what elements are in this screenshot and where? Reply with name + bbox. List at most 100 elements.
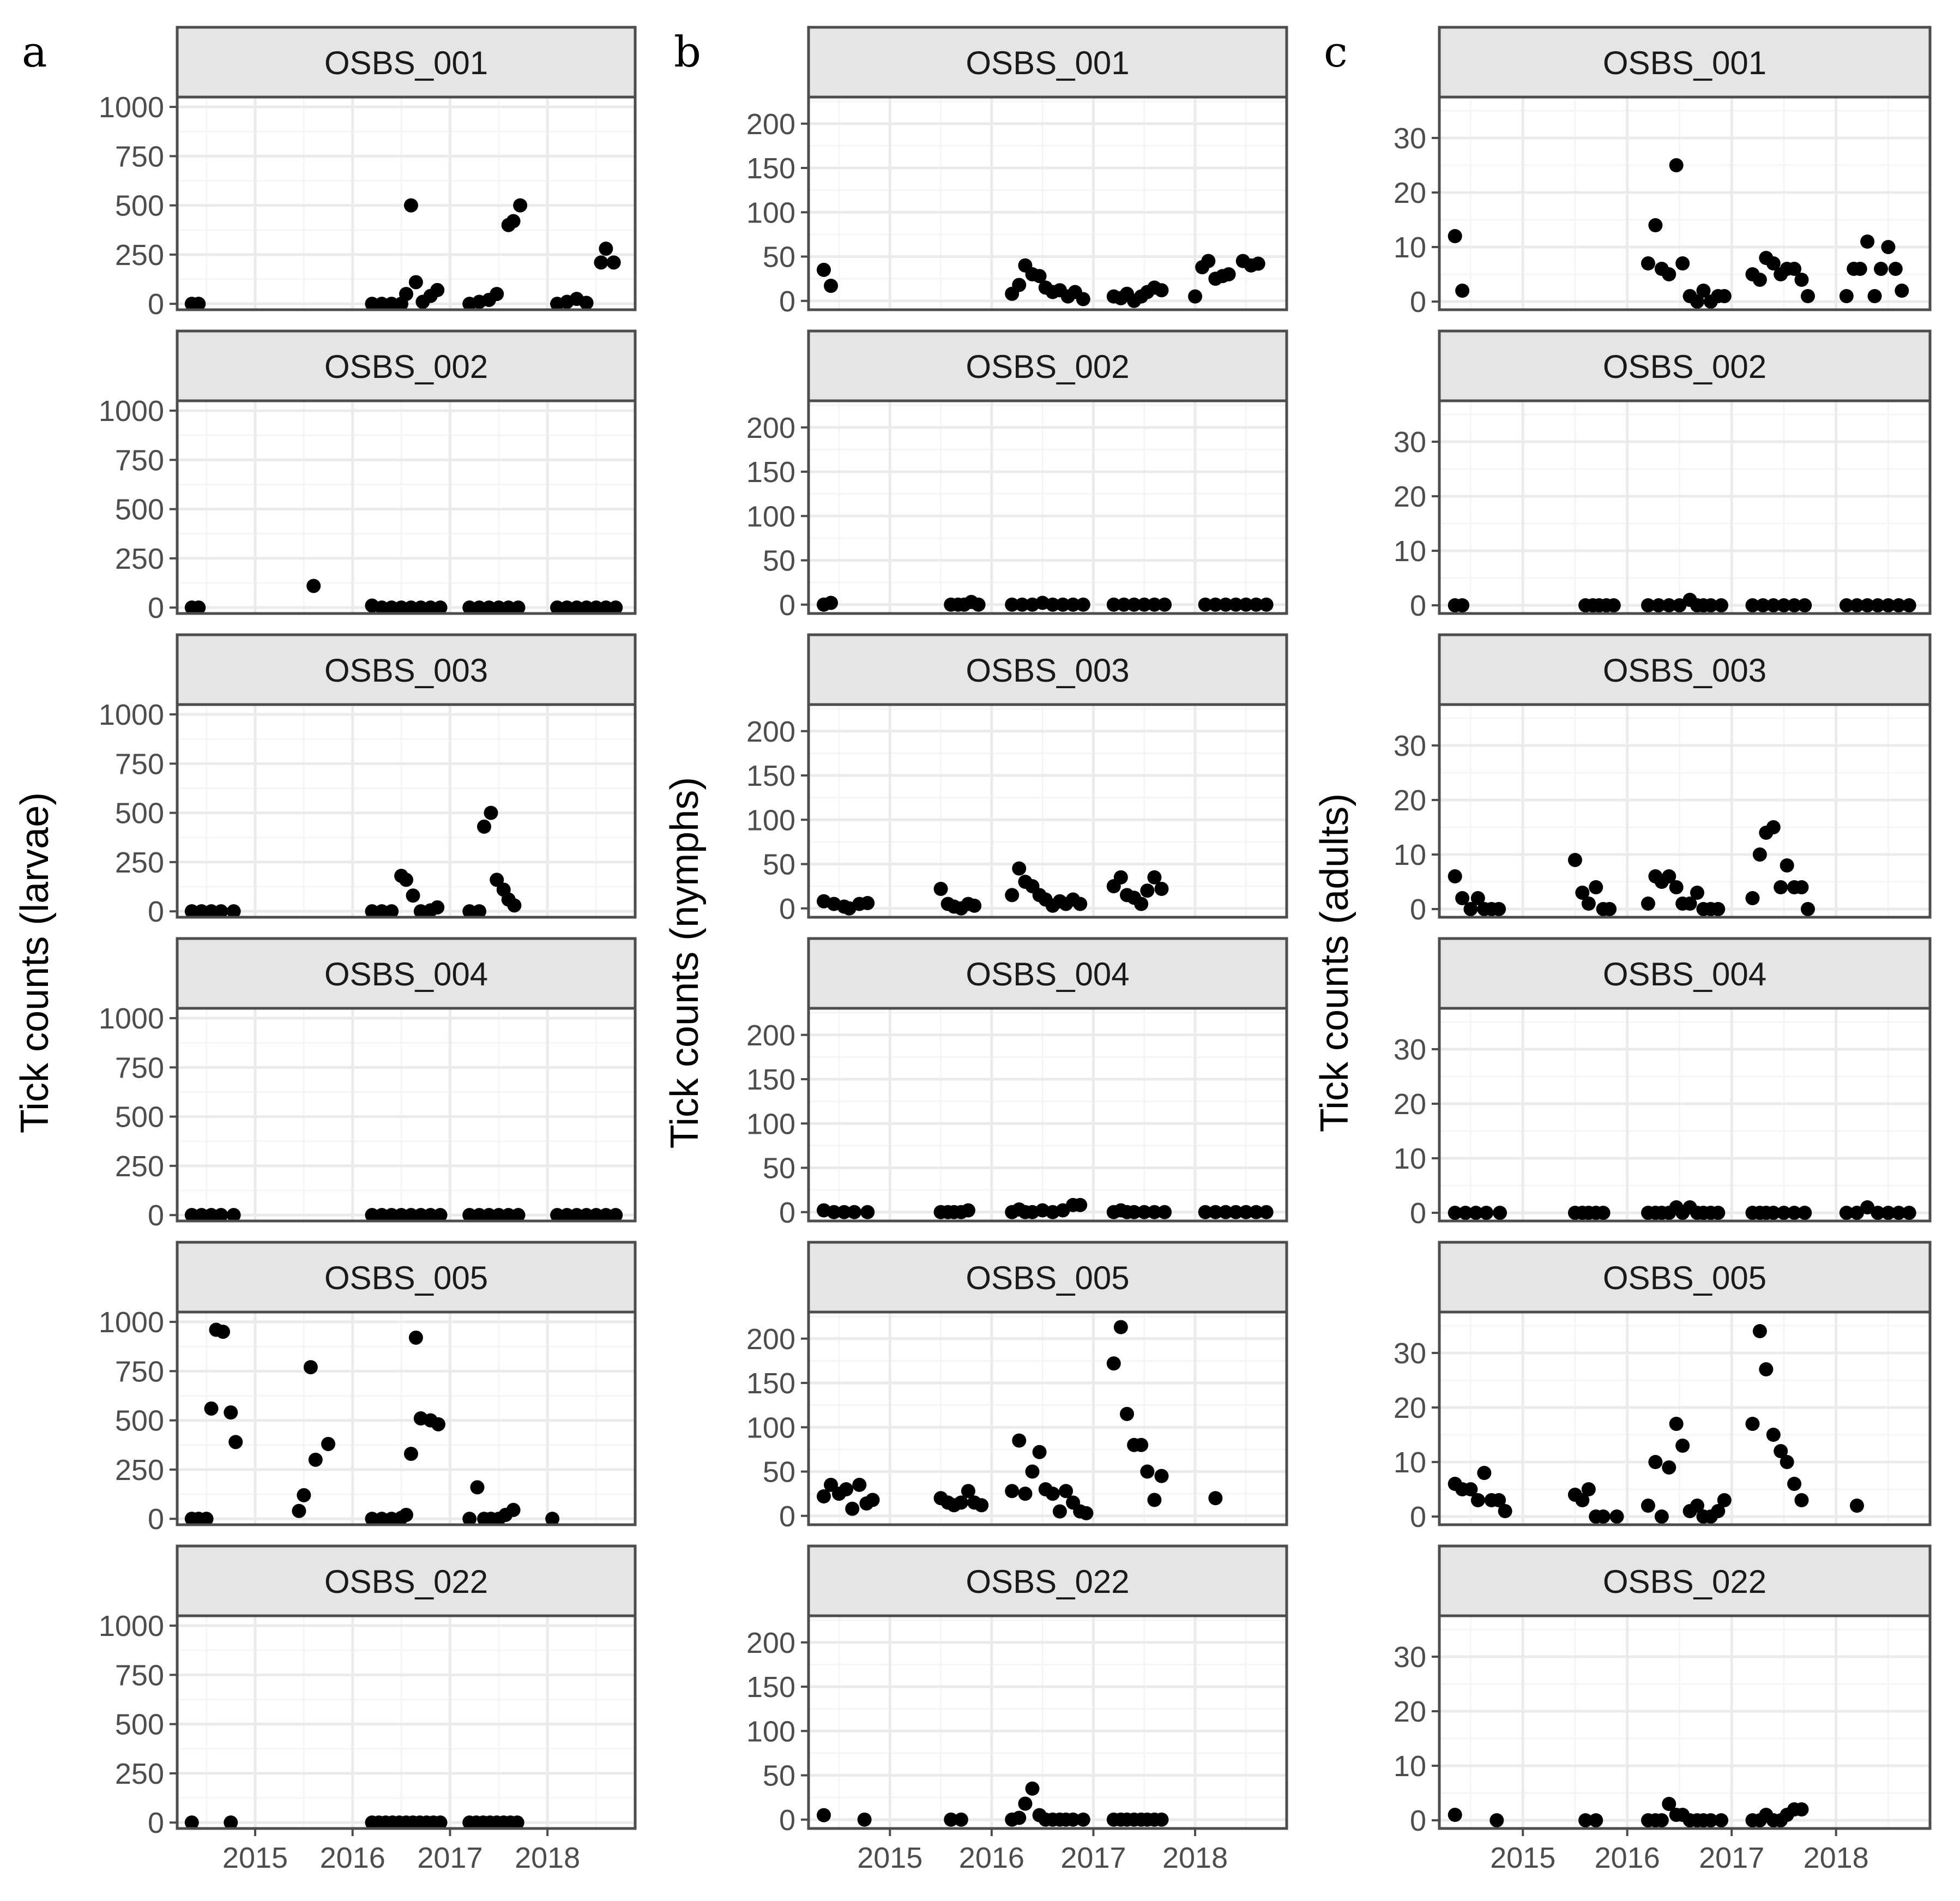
facet-osbs-002: OSBS_002 0 250 500 750 1000: [99, 329, 637, 624]
data-point: [384, 1208, 399, 1223]
plot-border: [807, 703, 1288, 919]
data-point: [1575, 1493, 1590, 1507]
x-tick-label: 2017: [417, 1842, 483, 1874]
data-point: [1005, 888, 1020, 903]
data-point: [433, 600, 448, 615]
data-point: [1113, 1320, 1128, 1334]
y-tick-label: 750: [115, 444, 164, 477]
facet-strip: [807, 937, 1288, 1010]
data-point: [1839, 598, 1854, 612]
data-point: [579, 296, 594, 310]
plot-border: [176, 1007, 637, 1223]
data-point: [214, 1208, 228, 1223]
data-point: [1891, 598, 1906, 612]
data-point: [1157, 597, 1172, 612]
data-point: [1711, 1206, 1726, 1220]
data-point: [608, 1208, 623, 1223]
y-tick-label: 20: [1394, 480, 1426, 513]
y-tick-label: 150: [746, 760, 795, 792]
data-point: [433, 1208, 448, 1223]
facet-strip-label: OSBS_005: [324, 1260, 488, 1296]
data-point: [1774, 880, 1788, 894]
data-point: [1756, 598, 1770, 612]
data-point: [579, 1208, 594, 1223]
data-point: [827, 1205, 841, 1219]
y-tick-label: 500: [115, 1405, 164, 1437]
plot-border: [807, 399, 1288, 615]
data-point: [1849, 1206, 1864, 1220]
data-point: [1672, 598, 1687, 612]
data-point: [1477, 1466, 1492, 1480]
data-point: [306, 579, 321, 593]
y-tick-label: 250: [115, 543, 164, 575]
data-point: [184, 1208, 199, 1223]
data-point: [860, 896, 875, 910]
data-point: [1662, 598, 1676, 612]
data-point: [1134, 1437, 1149, 1452]
data-point: [1005, 1484, 1020, 1499]
data-point: [569, 600, 584, 615]
y-tick-label: 0: [779, 1804, 795, 1837]
data-point: [1032, 1445, 1047, 1459]
y-tick-label: 50: [763, 1456, 795, 1489]
data-point: [1154, 1469, 1169, 1483]
facet-strip: [807, 1544, 1288, 1617]
data-point: [954, 1495, 968, 1510]
data-point: [403, 600, 418, 615]
y-tick-label: 50: [763, 241, 795, 274]
y-tick-label: 750: [115, 748, 164, 780]
data-point: [961, 1484, 975, 1499]
x-tick-label: 2015: [222, 1842, 288, 1874]
facet-strip: [1438, 1544, 1932, 1617]
x-tick-label: 2016: [320, 1842, 385, 1874]
plot-background: [177, 1312, 635, 1525]
data-point: [1073, 897, 1088, 911]
data-point: [191, 600, 206, 615]
facet-osbs-001: OSBS_001 0 10 20 30: [1394, 26, 1932, 318]
facet-osbs-003: OSBS_003 0 10 20 30: [1394, 633, 1932, 926]
data-point: [1860, 598, 1875, 612]
data-point: [501, 1208, 516, 1223]
y-tick-label: 20: [1394, 1695, 1426, 1728]
data-point: [599, 1208, 613, 1223]
y-tick-label: 500: [115, 1101, 164, 1134]
facet-strip: [176, 633, 637, 706]
data-point: [944, 1812, 958, 1827]
x-tick-label: 2018: [1162, 1842, 1228, 1874]
plot-border: [176, 95, 637, 311]
facet-strip-label: OSBS_022: [324, 1563, 488, 1600]
data-point: [1800, 289, 1815, 303]
data-point: [1766, 1428, 1781, 1442]
y-tick-label: 250: [115, 1758, 164, 1790]
y-tick-label: 20: [1394, 784, 1426, 817]
data-point: [1012, 1810, 1027, 1825]
facet-strip-label: OSBS_005: [966, 1260, 1129, 1296]
data-point: [472, 904, 487, 919]
data-point: [1479, 1206, 1494, 1220]
data-point: [1745, 891, 1760, 905]
facet-osbs-004: OSBS_004 0 50 100 150 200: [746, 937, 1288, 1229]
facet-strip-label: OSBS_022: [1603, 1563, 1766, 1600]
data-point: [1891, 1206, 1906, 1220]
y-tick-label: 200: [746, 108, 795, 141]
data-point: [816, 1808, 831, 1822]
data-point: [511, 1208, 526, 1223]
facet-strip-label: OSBS_004: [1603, 956, 1766, 992]
data-point: [1766, 820, 1781, 834]
data-point: [1703, 1813, 1718, 1827]
data-point: [1794, 273, 1809, 287]
data-point: [399, 1507, 413, 1522]
facet-osbs-022: OSBS_022 0 250 500 750 1000 2015 2016 2017 2018: [99, 1544, 637, 1874]
plot-background: [1439, 705, 1930, 917]
data-point: [1059, 1484, 1074, 1499]
y-tick-label: 0: [1410, 1197, 1426, 1230]
data-point: [403, 1208, 418, 1223]
data-point: [1249, 1205, 1264, 1219]
y-tick-label: 30: [1394, 730, 1426, 762]
y-tick-label: 100: [746, 196, 795, 229]
data-point: [860, 1205, 875, 1219]
y-tick-label: 1000: [99, 1002, 164, 1035]
data-point: [472, 600, 487, 615]
plot-border: [807, 1614, 1288, 1830]
data-point: [423, 600, 438, 615]
